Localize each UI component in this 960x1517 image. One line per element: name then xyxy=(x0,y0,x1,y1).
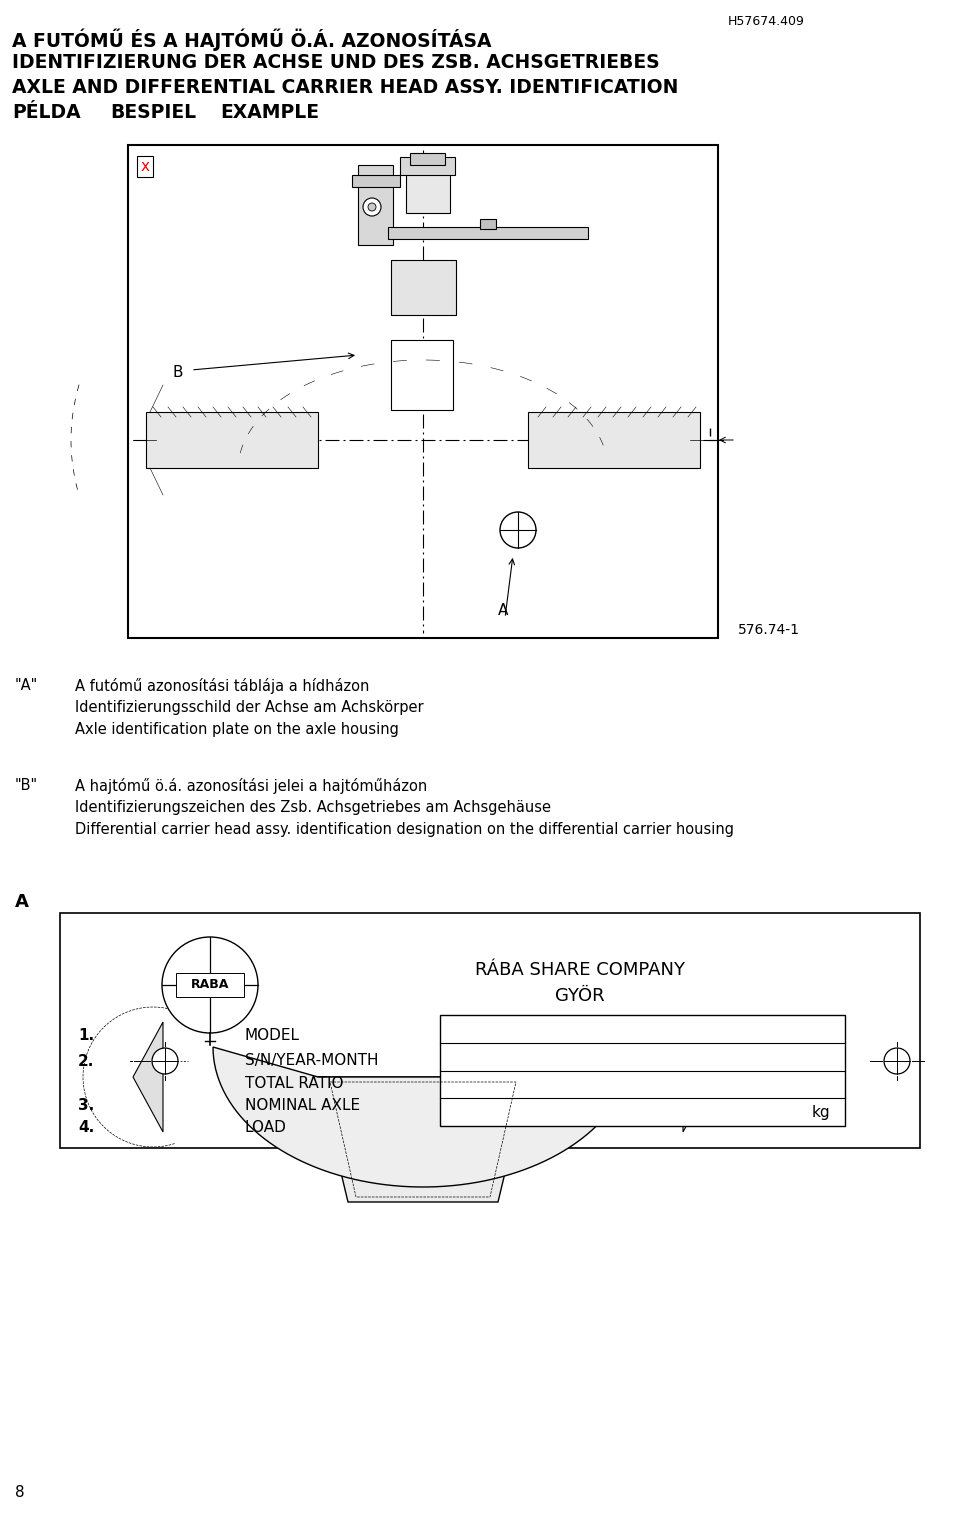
Text: NOMINAL AXLE: NOMINAL AXLE xyxy=(245,1097,360,1112)
Text: kg: kg xyxy=(811,1104,830,1120)
Text: x: x xyxy=(140,159,150,174)
Bar xyxy=(176,972,244,997)
Text: 1.: 1. xyxy=(78,1027,94,1042)
Text: BESPIEL: BESPIEL xyxy=(110,103,196,121)
Bar xyxy=(391,259,456,316)
Circle shape xyxy=(500,513,536,548)
Text: A futómű azonosítási táblája a hídházon: A futómű azonosítási táblája a hídházon xyxy=(75,678,370,693)
Text: RABA: RABA xyxy=(191,977,229,991)
Bar xyxy=(400,156,455,174)
Text: Differential carrier head assy. identification designation on the differential c: Differential carrier head assy. identifi… xyxy=(75,822,734,837)
Text: 3.: 3. xyxy=(78,1097,94,1112)
Text: A hajtómű ö.á. azonosítási jelei a hajtóműházon: A hajtómű ö.á. azonosítási jelei a hajtó… xyxy=(75,778,427,793)
Text: TOTAL RATIO: TOTAL RATIO xyxy=(245,1076,344,1091)
Polygon shape xyxy=(318,1077,528,1201)
Text: 4.: 4. xyxy=(78,1120,94,1135)
Bar xyxy=(528,413,700,469)
Text: PÉLDA: PÉLDA xyxy=(12,103,81,121)
Polygon shape xyxy=(213,1047,633,1186)
Text: LOAD: LOAD xyxy=(245,1120,287,1135)
Bar xyxy=(391,340,453,410)
Circle shape xyxy=(152,1048,178,1074)
Text: Identifizierungszeichen des Zsb. Achsgetriebes am Achsgehäuse: Identifizierungszeichen des Zsb. Achsget… xyxy=(75,799,551,815)
Text: "A": "A" xyxy=(15,678,38,693)
Text: GYÖR: GYÖR xyxy=(555,988,605,1004)
Text: Axle identification plate on the axle housing: Axle identification plate on the axle ho… xyxy=(75,722,398,737)
Bar xyxy=(388,228,588,240)
Polygon shape xyxy=(683,1022,713,1132)
Circle shape xyxy=(162,938,258,1033)
Text: B: B xyxy=(173,366,183,379)
Text: 8: 8 xyxy=(15,1485,25,1500)
Text: RÁBA SHARE COMPANY: RÁBA SHARE COMPANY xyxy=(475,960,685,978)
Text: EXAMPLE: EXAMPLE xyxy=(220,103,319,121)
Bar xyxy=(128,146,718,639)
Text: MODEL: MODEL xyxy=(245,1027,300,1042)
Bar xyxy=(146,413,318,469)
Circle shape xyxy=(368,203,376,211)
Bar xyxy=(440,1015,845,1126)
Bar xyxy=(358,165,393,246)
Text: A FUTÓMŰ ÉS A HAJTÓMŰ Ö.Á. AZONOSÍTÁSA: A FUTÓMŰ ÉS A HAJTÓMŰ Ö.Á. AZONOSÍTÁSA xyxy=(12,27,492,50)
Circle shape xyxy=(363,199,381,215)
Text: A: A xyxy=(498,602,509,617)
Bar xyxy=(60,913,920,1148)
Text: AXLE AND DIFFERENTIAL CARRIER HEAD ASSY. IDENTIFICATION: AXLE AND DIFFERENTIAL CARRIER HEAD ASSY.… xyxy=(12,77,679,97)
Text: S/N/YEAR-MONTH: S/N/YEAR-MONTH xyxy=(245,1053,378,1068)
Text: IDENTIFIZIERUNG DER ACHSE UND DES ZSB. ACHSGETRIEBES: IDENTIFIZIERUNG DER ACHSE UND DES ZSB. A… xyxy=(12,53,660,71)
Text: "B": "B" xyxy=(15,778,38,793)
Circle shape xyxy=(884,1048,910,1074)
Text: Identifizierungsschild der Achse am Achskörper: Identifizierungsschild der Achse am Achs… xyxy=(75,699,423,715)
Bar xyxy=(406,162,450,212)
Polygon shape xyxy=(133,1022,163,1132)
Bar xyxy=(410,153,445,165)
Text: 576.74-1: 576.74-1 xyxy=(738,623,800,637)
Text: A: A xyxy=(15,894,29,912)
Text: H57674.409: H57674.409 xyxy=(728,15,804,27)
Bar xyxy=(480,218,496,229)
Text: 2.: 2. xyxy=(78,1053,94,1068)
Bar xyxy=(352,174,400,187)
